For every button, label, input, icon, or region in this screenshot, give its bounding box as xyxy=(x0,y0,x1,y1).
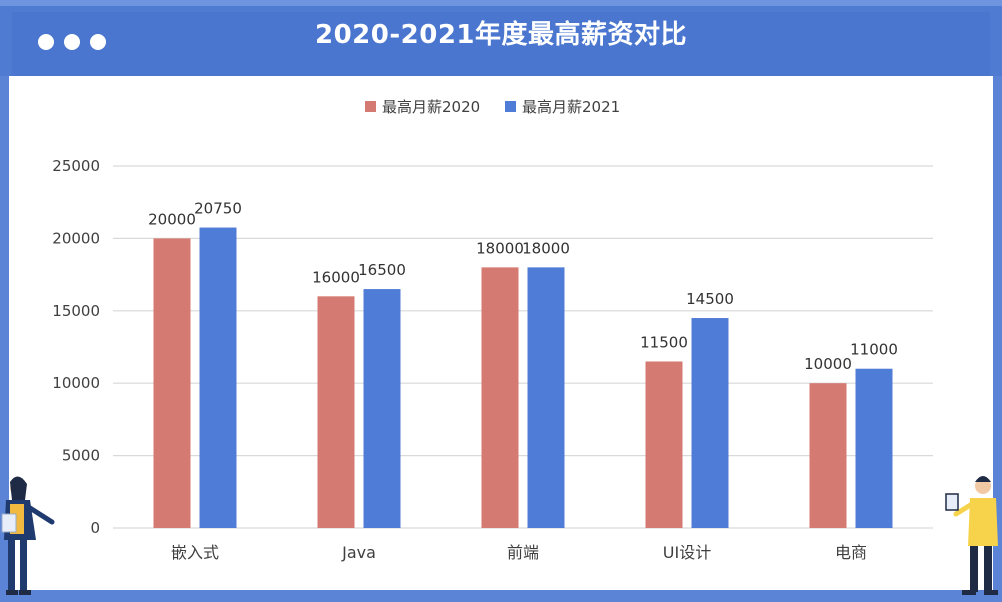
dot-icon xyxy=(64,34,80,50)
legend: 最高月薪2020 最高月薪2021 xyxy=(365,98,620,116)
y-tick-label: 0 xyxy=(90,519,100,537)
bar xyxy=(481,267,519,528)
data-label: 18000 xyxy=(522,239,570,257)
legend-swatch xyxy=(505,101,516,112)
man-with-tablet-icon xyxy=(945,476,998,595)
y-tick-label: 20000 xyxy=(52,229,100,247)
header-inner xyxy=(12,12,990,76)
x-category-label: Java xyxy=(341,543,376,562)
data-label: 11500 xyxy=(640,333,688,351)
gridlines xyxy=(113,165,933,529)
data-label: 20750 xyxy=(194,200,242,218)
y-axis-ticks: 0 5000 10000 15000 20000 25000 xyxy=(52,157,100,537)
bar xyxy=(527,267,565,528)
data-label: 18000 xyxy=(476,239,524,257)
legend-label: 最高月薪2020 xyxy=(382,98,480,116)
y-tick-label: 25000 xyxy=(52,157,100,175)
legend-swatch xyxy=(365,101,376,112)
window-dots xyxy=(38,34,106,50)
bar xyxy=(809,383,847,528)
bar xyxy=(153,238,191,528)
data-label: 11000 xyxy=(850,341,898,359)
x-category-label: 嵌入式 xyxy=(171,543,219,562)
data-label: 16500 xyxy=(358,261,406,279)
x-category-label: 前端 xyxy=(507,543,539,562)
x-category-label: 电商 xyxy=(835,543,867,562)
dot-icon xyxy=(90,34,106,50)
bar xyxy=(645,361,683,528)
x-axis-categories: 嵌入式 Java 前端 UI设计 电商 xyxy=(171,543,867,562)
bars xyxy=(153,227,893,529)
bar xyxy=(317,296,355,528)
legend-label: 最高月薪2021 xyxy=(522,98,620,116)
bar xyxy=(363,289,401,528)
bar xyxy=(691,318,729,528)
data-label: 14500 xyxy=(686,290,734,308)
data-label: 16000 xyxy=(312,268,360,286)
data-label: 20000 xyxy=(148,210,196,228)
y-tick-label: 5000 xyxy=(62,447,100,465)
y-tick-label: 15000 xyxy=(52,302,100,320)
x-category-label: UI设计 xyxy=(663,543,711,562)
bottom-border xyxy=(0,590,1002,602)
header-bar xyxy=(0,0,1002,76)
woman-with-tablet-icon xyxy=(1,476,55,595)
bar xyxy=(199,227,237,529)
chart-title: 2020-2021年度最高薪资对比 xyxy=(314,20,688,50)
bar xyxy=(855,368,893,528)
y-tick-label: 10000 xyxy=(52,374,100,392)
data-label: 10000 xyxy=(804,355,852,373)
dot-icon xyxy=(38,34,54,50)
